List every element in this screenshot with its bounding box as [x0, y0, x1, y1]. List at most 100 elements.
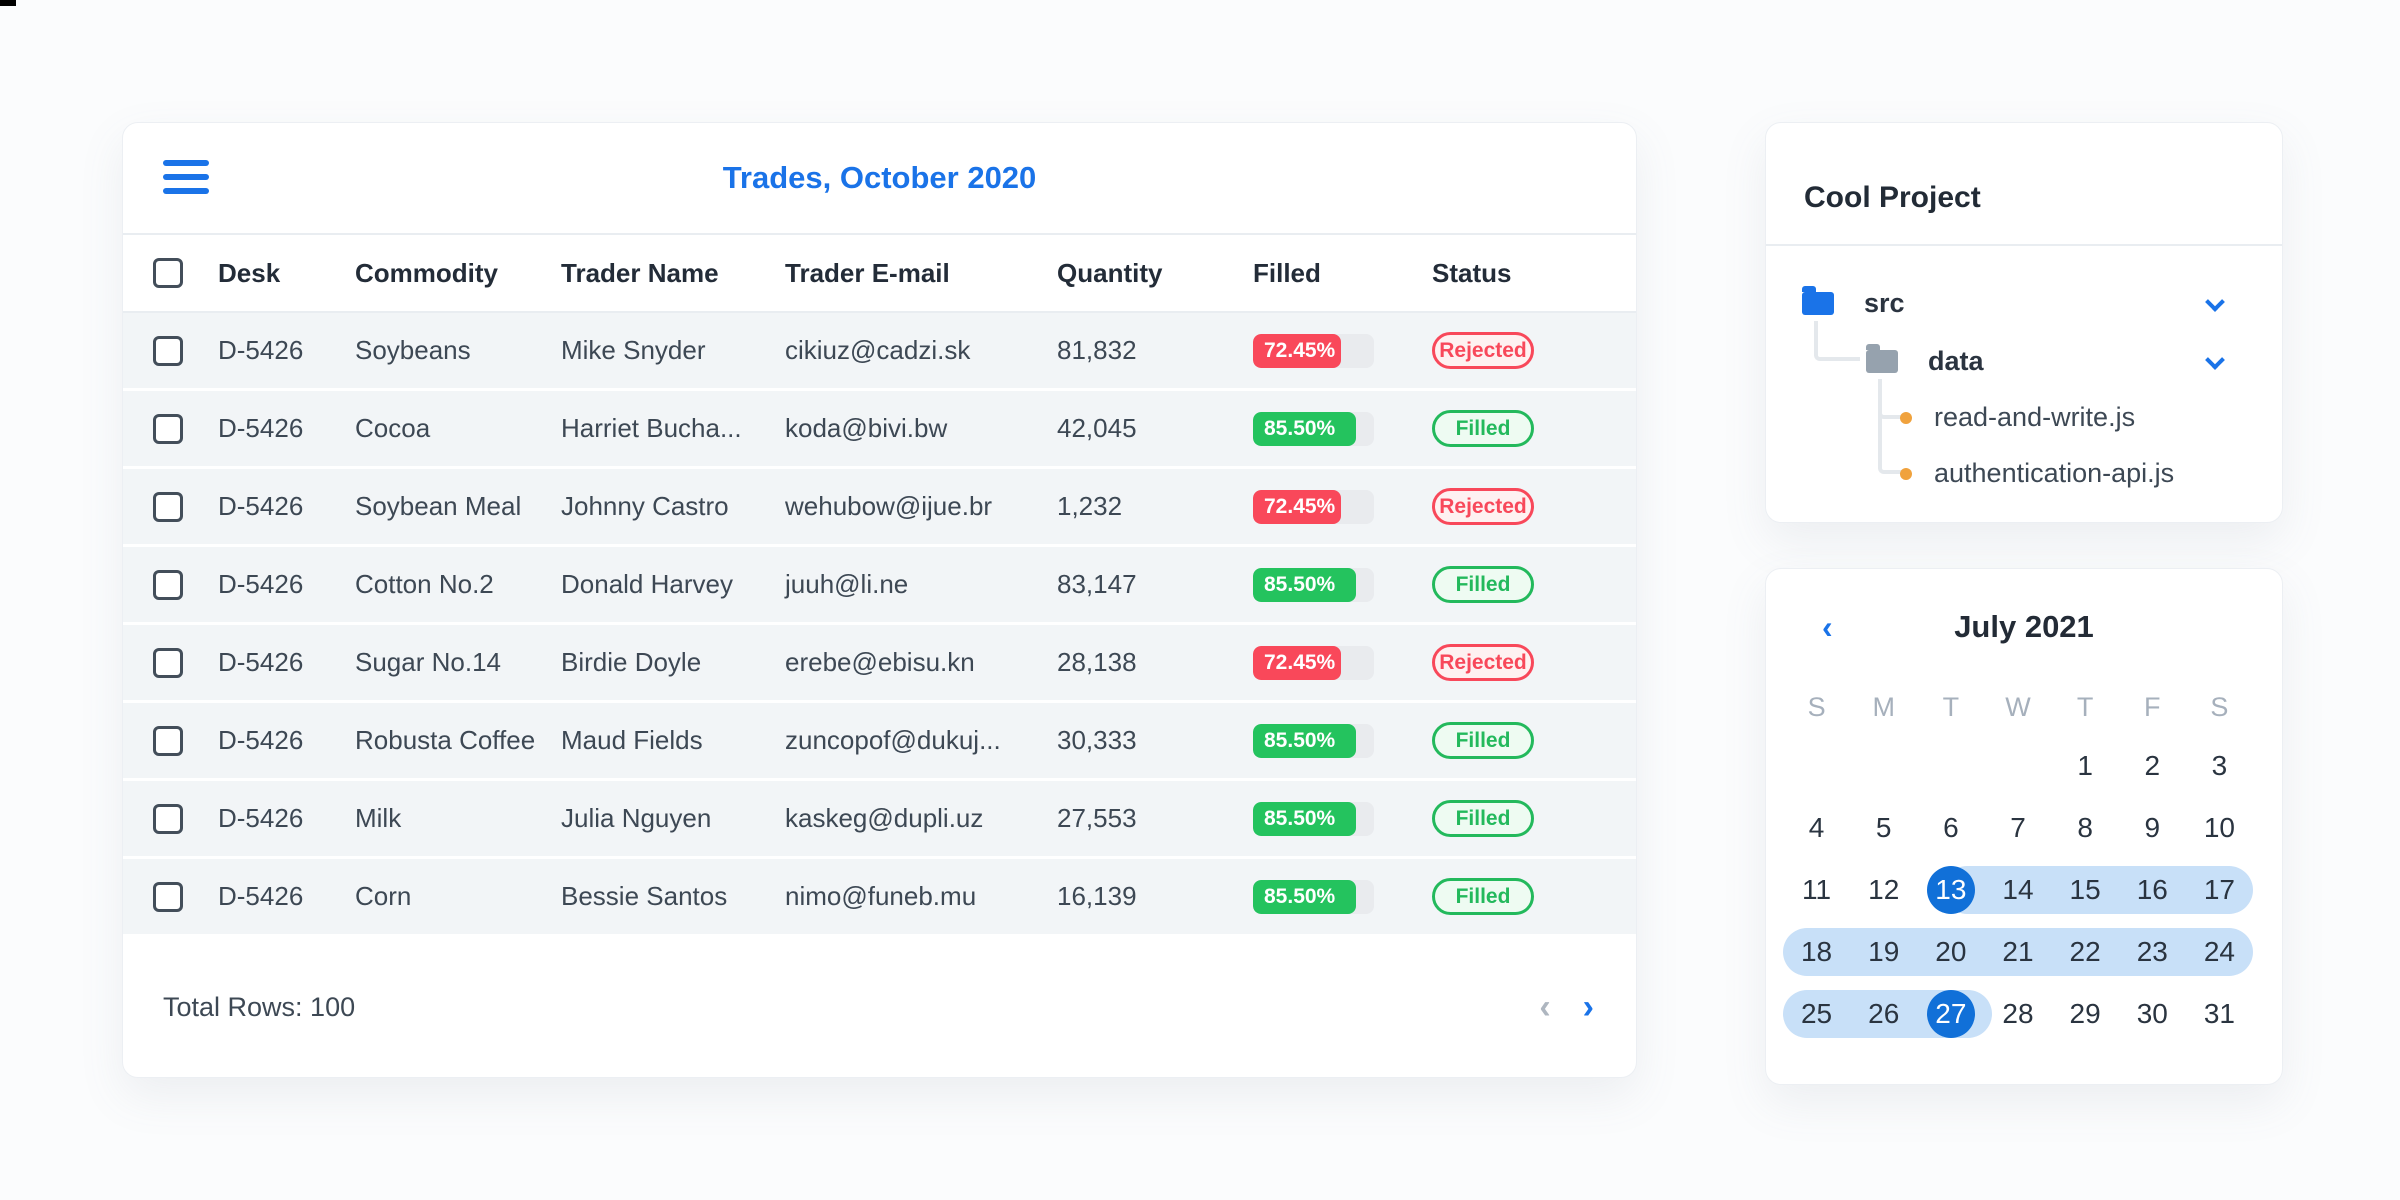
filled-progress: 85.50%	[1253, 567, 1374, 602]
calendar-day[interactable]: 21	[2002, 936, 2034, 967]
col-quantity[interactable]: Quantity	[1057, 257, 1163, 288]
project-title: Cool Project	[1804, 181, 1981, 214]
calendar-day[interactable]: 15	[2069, 874, 2101, 905]
calendar-day[interactable]: 18	[1800, 936, 1833, 967]
calendar-day[interactable]: 12	[1868, 874, 1900, 905]
status-badge: Rejected	[1432, 488, 1534, 525]
calendar-day[interactable]: 7	[2010, 812, 2026, 843]
cell-email: nimo@funeb.mu	[785, 881, 977, 911]
cell-email: cikiuz@cadzi.sk	[785, 335, 971, 365]
next-page-button[interactable]: ›	[1582, 988, 1594, 1026]
cell-quantity: 27,553	[1057, 803, 1137, 833]
table-header-row: Desk Commodity Trader Name Trader E-mail…	[123, 235, 1636, 313]
calendar-day[interactable]: 17	[2203, 874, 2235, 905]
tree-item-src[interactable]: src	[1802, 286, 1905, 319]
calendar-title: July 2021	[1954, 609, 2094, 644]
calendar-day	[1917, 735, 1984, 797]
cell-commodity: Corn	[355, 881, 412, 911]
tree-item-file[interactable]: read-and-write.js	[1900, 402, 2135, 433]
calendar-day[interactable]: 19	[1868, 936, 1900, 967]
tree-item-data[interactable]: data	[1866, 344, 1984, 377]
table-row[interactable]: D-5426 Cotton No.2 Donald Harvey juuh@li…	[123, 547, 1636, 625]
chevron-down-icon[interactable]	[2205, 292, 2225, 312]
calendar-week: 4 5 6 7 8 9 10	[1783, 797, 2253, 859]
calendar-day[interactable]: 29	[2069, 998, 2101, 1029]
cell-quantity: 30,333	[1057, 725, 1137, 755]
tree-connector	[1878, 379, 1906, 474]
calendar-day[interactable]: 28	[2002, 998, 2034, 1029]
calendar-day[interactable]: 23	[2136, 936, 2168, 967]
table-row[interactable]: D-5426 Cocoa Harriet Bucha... koda@bivi.…	[123, 391, 1636, 469]
row-checkbox[interactable]	[153, 881, 183, 912]
calendar-day-range-end[interactable]: 27	[1917, 983, 1984, 1045]
calendar-day[interactable]: 4	[1808, 812, 1825, 843]
calendar-day	[1850, 735, 1917, 797]
calendar-day[interactable]: 22	[2069, 936, 2101, 967]
cell-quantity: 16,139	[1057, 881, 1137, 911]
calendar-day[interactable]: 8	[2077, 812, 2093, 843]
row-checkbox[interactable]	[153, 335, 183, 366]
folder-icon	[1802, 286, 1834, 315]
calendar-day[interactable]: 24	[2203, 936, 2235, 967]
table-row[interactable]: D-5426 Soybeans Mike Snyder cikiuz@cadzi…	[123, 313, 1636, 391]
calendar-day[interactable]: 2	[2144, 750, 2161, 781]
table-row[interactable]: D-5426 Milk Julia Nguyen kaskeg@dupli.uz…	[123, 781, 1636, 859]
status-badge: Filled	[1432, 878, 1534, 915]
calendar-day[interactable]: 11	[1802, 874, 1832, 905]
cell-commodity: Soybeans	[355, 335, 471, 365]
col-commodity[interactable]: Commodity	[355, 257, 498, 288]
calendar-day[interactable]: 14	[2002, 874, 2034, 905]
calendar-prev-button[interactable]: ‹	[1822, 609, 1833, 645]
menu-icon[interactable]	[163, 157, 209, 197]
calendar-day[interactable]: 25	[1800, 998, 1833, 1029]
row-checkbox[interactable]	[153, 803, 183, 834]
filled-progress: 85.50%	[1253, 879, 1374, 914]
calendar-day[interactable]: 1	[2077, 750, 2093, 781]
cell-quantity: 42,045	[1057, 413, 1137, 443]
prev-page-button[interactable]: ‹	[1539, 988, 1551, 1026]
row-checkbox[interactable]	[153, 413, 183, 444]
col-trader-name[interactable]: Trader Name	[561, 257, 719, 288]
calendar-day[interactable]: 5	[1875, 812, 1892, 843]
calendar-day[interactable]: 9	[2144, 812, 2161, 843]
calendar-day[interactable]: 16	[2136, 874, 2168, 905]
col-filled[interactable]: Filled	[1253, 257, 1321, 288]
row-checkbox[interactable]	[153, 569, 183, 600]
cell-email: erebe@ebisu.kn	[785, 647, 975, 677]
calendar-day[interactable]: 31	[2203, 998, 2235, 1029]
calendar-day[interactable]: 6	[1943, 812, 1959, 843]
col-trader-email[interactable]: Trader E-mail	[785, 257, 950, 288]
calendar-day[interactable]: 3	[2211, 750, 2228, 781]
calendar-day[interactable]: 20	[1935, 936, 1967, 967]
calendar-day[interactable]: 26	[1868, 998, 1900, 1029]
table-row[interactable]: D-5426 Sugar No.14 Birdie Doyle erebe@eb…	[123, 625, 1636, 703]
row-checkbox[interactable]	[153, 725, 183, 756]
cell-commodity: Milk	[355, 803, 402, 833]
row-checkbox[interactable]	[153, 491, 183, 522]
table-row[interactable]: D-5426 Soybean Meal Johnny Castro wehubo…	[123, 469, 1636, 547]
cell-commodity: Cocoa	[355, 413, 431, 443]
calendar-day[interactable]: 10	[2203, 812, 2235, 843]
row-checkbox[interactable]	[153, 647, 183, 678]
calendar-day[interactable]: 30	[2136, 998, 2168, 1029]
calendar-day-range-start[interactable]: 13	[1917, 859, 1984, 921]
tree-item-file[interactable]: authentication-api.js	[1900, 458, 2174, 489]
col-desk[interactable]: Desk	[218, 257, 281, 288]
cell-desk: D-5426	[218, 569, 304, 599]
cell-trader: Maud Fields	[561, 725, 703, 755]
file-dot-icon	[1900, 467, 1912, 480]
table-row[interactable]: D-5426 Robusta Coffee Maud Fields zuncop…	[123, 703, 1636, 781]
table-row[interactable]: D-5426 Corn Bessie Santos nimo@funeb.mu …	[123, 859, 1636, 937]
cell-quantity: 81,832	[1057, 335, 1137, 365]
filled-progress: 72.45%	[1253, 645, 1374, 680]
calendar-week: 18 19 20 21 22 23 24	[1783, 921, 2253, 983]
cell-trader: Donald Harvey	[561, 569, 733, 599]
divider	[1766, 244, 2282, 246]
select-all-checkbox[interactable]	[153, 258, 183, 288]
cell-trader: Birdie Doyle	[561, 647, 702, 677]
chevron-down-icon[interactable]	[2205, 350, 2225, 370]
calendar-week: 25 26 27 28 29 30 31	[1783, 983, 2253, 1045]
col-status[interactable]: Status	[1432, 257, 1512, 288]
